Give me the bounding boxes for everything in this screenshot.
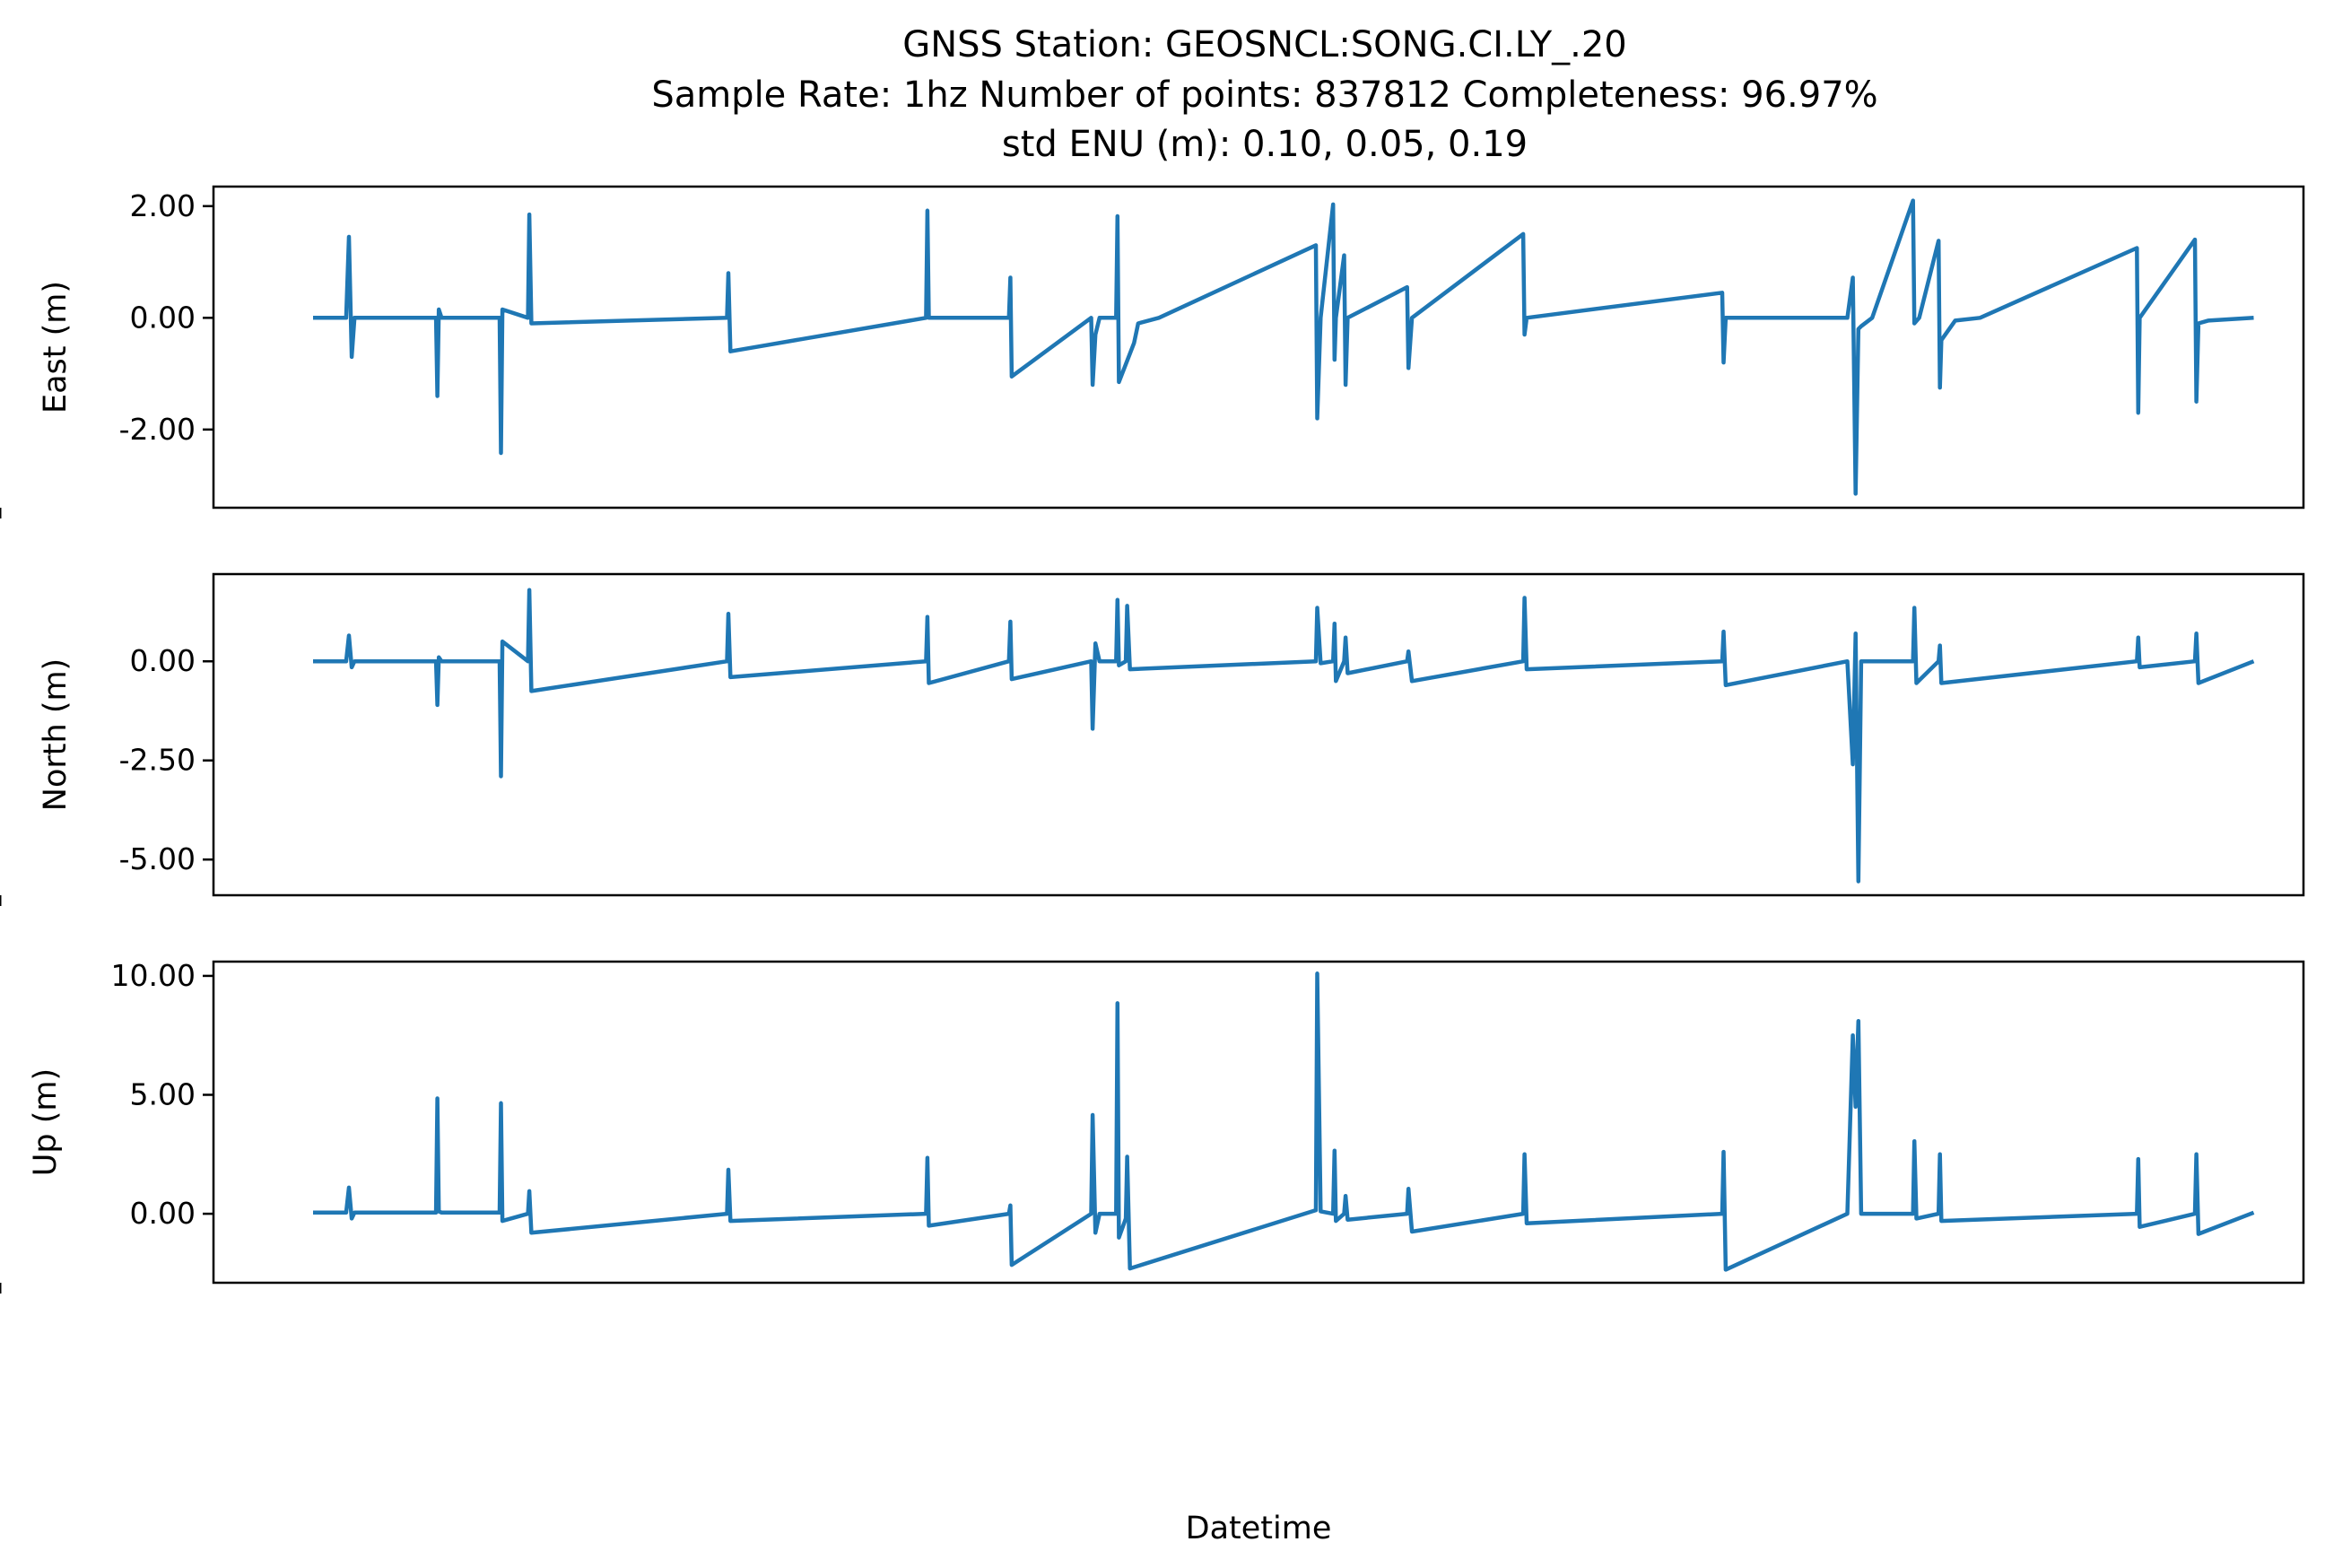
up-y-tick-label: 0.00 (130, 1196, 196, 1231)
north-y-axis-label: North (m) (38, 658, 74, 811)
east-axes-frame (212, 185, 2305, 510)
up-series (313, 971, 2255, 1272)
east-panel: 2.00 0.00 -2.00 East (m) (0, 185, 2305, 518)
title-line-2: Sample Rate: 1hz Number of points: 83781… (651, 74, 1877, 116)
up-panel: 10.005.000.00 2024-12-032024-12-042024-1… (0, 958, 2305, 1546)
north-series (313, 588, 2255, 884)
up-y-axis-label: Up (m) (28, 1068, 64, 1176)
north-y-tick-label: -5.00 (119, 841, 196, 876)
east-y-tick-label: 2.00 (130, 188, 196, 223)
north-panel: 0.00 -2.50 -5.00 North (m) (0, 572, 2305, 906)
title-line-1: GNSS Station: GEOSNCL:SONG.CI.LY_.20 (902, 24, 1627, 65)
east-series (313, 198, 2254, 496)
east-y-tick-label: 0.00 (130, 300, 196, 335)
up-y-tick-label: 5.00 (130, 1077, 196, 1112)
north-y-tick-label: 0.00 (130, 643, 196, 678)
up-y-ticks: 10.00 5.00 0.00 (111, 958, 213, 1231)
east-series-line (313, 198, 2254, 496)
up-y-tick-label: 10.00 (111, 958, 196, 993)
east-y-ticks: 2.00 0.00 -2.00 (119, 188, 213, 447)
title-line-3: std ENU (m): 0.10, 0.05, 0.19 (1002, 124, 1528, 165)
north-y-ticks: 0.00 -2.50 -5.00 (119, 643, 213, 876)
up-series-line (313, 971, 2255, 1272)
figure-title: GNSS Station: GEOSNCL:SONG.CI.LY_.20 Sam… (651, 24, 1877, 165)
east-y-axis-label: East (m) (38, 281, 74, 414)
east-y-tick-label: -2.00 (119, 412, 196, 447)
north-y-tick-label: -2.50 (119, 743, 196, 778)
x-axis-label: Datetime (1186, 1511, 1332, 1546)
north-series-line (313, 588, 2255, 884)
up-axes-frame (212, 960, 2305, 1285)
north-axes-frame (212, 572, 2305, 897)
